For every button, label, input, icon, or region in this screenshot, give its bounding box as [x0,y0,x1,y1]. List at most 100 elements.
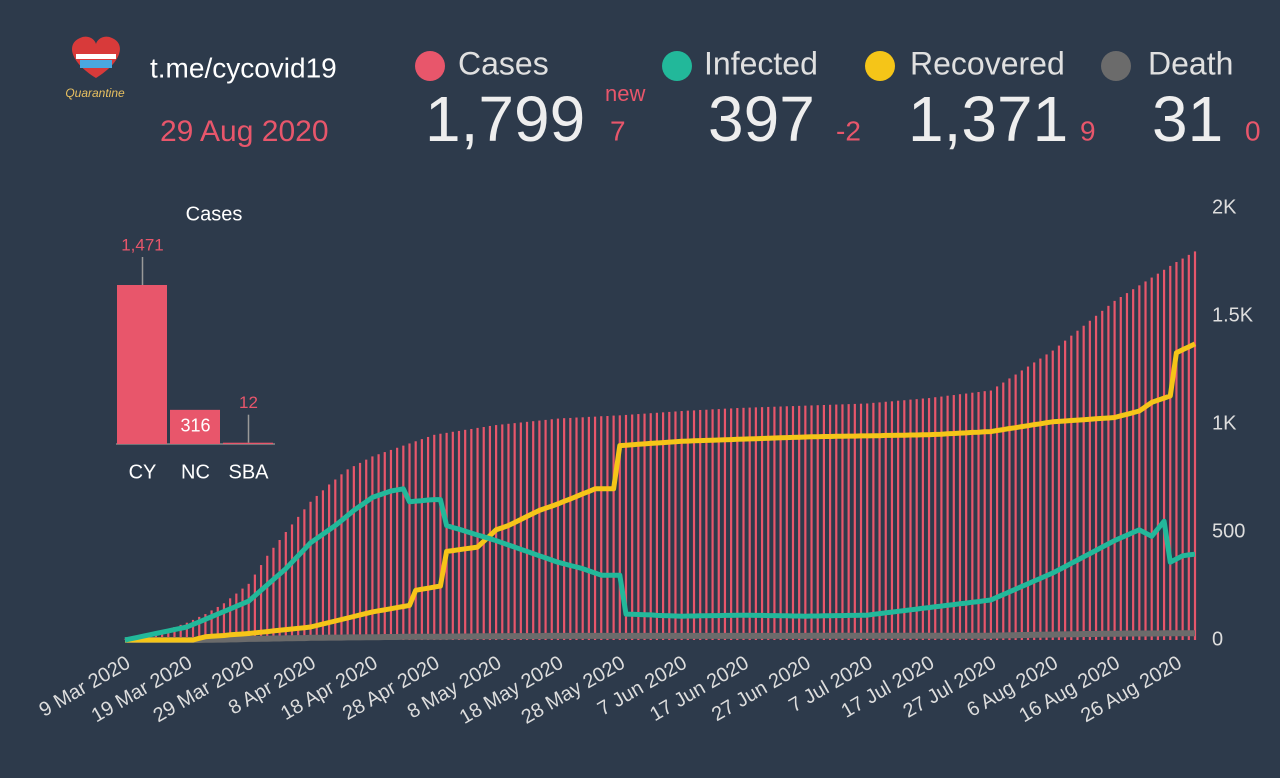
bar [117,285,167,444]
bar [742,407,745,640]
bar [643,413,646,640]
bar [1175,262,1178,640]
bar [414,441,417,640]
bar [835,404,838,640]
stat-total: 1,799 [425,83,585,155]
bar [624,414,628,640]
bar [334,479,337,640]
bar [841,404,844,640]
bar [198,616,201,640]
bar [971,392,974,640]
bar [649,413,652,640]
bar [278,539,281,640]
bar [828,404,832,640]
x-tick-label: SBA [228,461,269,483]
bar [1033,362,1036,640]
stat-change: 9 [1080,115,1096,146]
bar [1026,366,1030,640]
bar [581,417,584,640]
stat-total: 397 [708,83,815,155]
bar [730,408,733,640]
bar [909,399,912,640]
bar [1181,258,1184,640]
bar [1094,315,1098,640]
bar [1144,281,1147,640]
bar [383,452,386,640]
bar [556,418,560,640]
bar [1156,273,1159,640]
y-tick-label: 1.5K [1212,304,1254,326]
bar [612,415,615,640]
bar [816,405,819,640]
bar [798,405,801,640]
bar [532,421,535,640]
bar [290,524,294,640]
bar [396,447,399,640]
bar [544,419,547,640]
bar [266,555,269,640]
bar [1045,354,1048,640]
bar [903,400,906,640]
bar [631,414,634,640]
bar [791,406,795,640]
bar [191,619,195,640]
bar [915,399,918,640]
value-label: 1,471 [121,235,164,254]
y-tick-label: 500 [1212,520,1245,542]
bar [315,495,318,640]
bar [445,432,448,640]
bar [668,411,671,640]
bar [773,406,776,640]
bar [618,415,621,640]
value-label: 316 [180,416,210,436]
bar [1101,310,1104,640]
bar [1119,296,1122,640]
bar [525,421,529,640]
bar [655,412,659,640]
bar [946,395,949,640]
line [124,486,1196,643]
bar [934,397,937,640]
bar [253,574,256,640]
line [125,341,1197,643]
bar [185,622,188,640]
bar [890,401,894,640]
bar [767,406,770,640]
stat-change: 7 [610,115,626,146]
x-tick-label: NC [181,461,210,483]
bar [241,588,244,640]
bar [550,419,553,640]
y-tick-label: 1K [1212,412,1237,434]
bar [859,403,863,640]
bar [1187,254,1190,640]
bar [358,462,362,640]
bar [1051,350,1054,640]
bar [958,394,962,640]
bar [340,474,343,640]
bar [408,443,411,640]
bar [1082,325,1085,640]
logo-stripe [80,60,112,68]
legend-label: Infected [704,45,818,81]
bar [952,395,955,640]
bar [513,423,516,640]
bar [1138,285,1141,640]
bar [569,417,572,640]
line [125,630,1195,643]
bar [284,532,287,640]
inset-title: Cases [186,203,243,225]
bar [1070,335,1073,640]
legend-marker [1101,51,1131,81]
bar [170,409,220,444]
bar [637,414,640,640]
bar [259,565,263,640]
source: t.me/cycovid19 [150,52,337,83]
bar [587,416,590,640]
date: 29 Aug 2020 [160,115,329,148]
bar [377,454,380,640]
bar [995,386,999,640]
bar [1039,358,1042,640]
bar [457,430,461,640]
